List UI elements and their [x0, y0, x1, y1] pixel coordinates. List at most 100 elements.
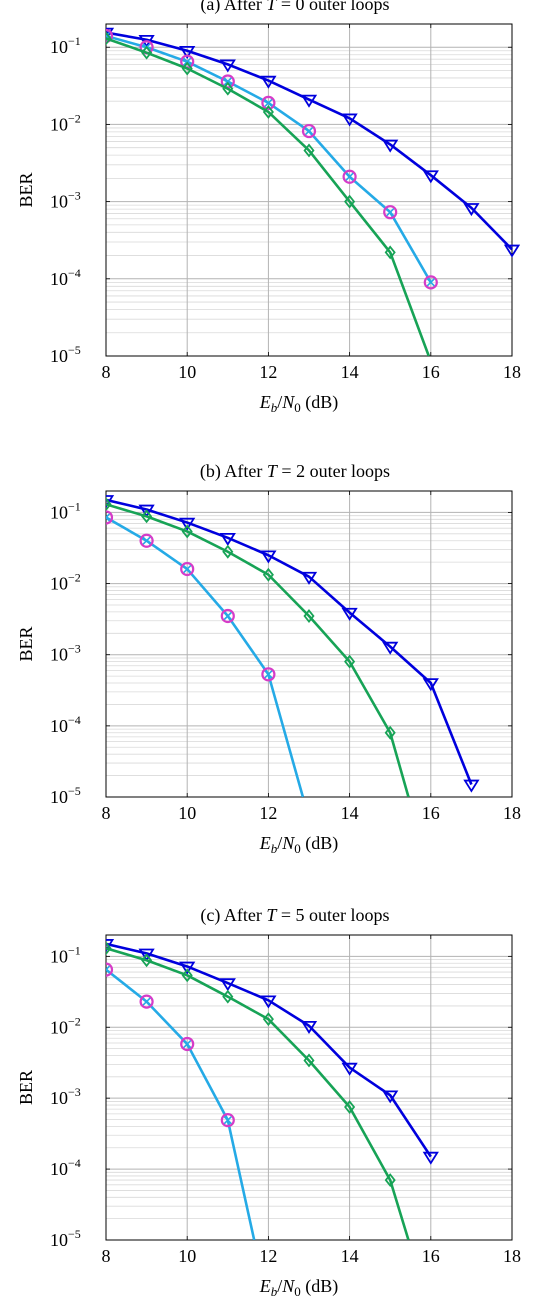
series-line	[106, 947, 410, 1240]
y-tick-base: 10	[50, 574, 68, 594]
series-1	[106, 497, 410, 797]
data-point	[463, 203, 480, 217]
xlabel-unit: (dB)	[301, 1276, 339, 1297]
x-tick-label: 10	[178, 362, 196, 382]
major-grid	[105, 491, 513, 798]
data-point	[384, 1173, 396, 1188]
xlabel-sub-b: b	[271, 841, 278, 856]
data-point	[303, 1053, 315, 1068]
data-point	[382, 1090, 399, 1104]
x-tick-label: 16	[422, 1246, 440, 1266]
data-point-cross	[304, 127, 314, 136]
y-tick-base: 10	[50, 192, 68, 212]
series-2	[106, 31, 430, 356]
series-line	[106, 503, 410, 797]
series-2	[106, 962, 256, 1240]
data-point-cross	[223, 1116, 232, 1125]
y-tick-exponent: −5	[68, 343, 81, 357]
y-tick-exponent: −1	[68, 34, 81, 48]
data-point-ring	[139, 533, 154, 548]
x-tick-label: 10	[178, 1246, 196, 1266]
x-tick-label: 16	[422, 362, 440, 382]
data-point	[303, 609, 315, 623]
title-suffix: = 2 outer loops	[277, 461, 390, 481]
data-point	[344, 654, 356, 669]
data-point	[422, 170, 439, 184]
title-prefix: (a) After	[200, 0, 266, 15]
data-point	[261, 667, 276, 682]
data-point	[261, 95, 276, 111]
data-point-cross	[386, 208, 395, 217]
title-suffix: = 0 outer loops	[276, 0, 389, 14]
y-tick-base: 10	[50, 1230, 68, 1250]
xlabel-e: E	[259, 392, 271, 412]
y-tick-base: 10	[50, 1017, 68, 1037]
data-point	[301, 123, 317, 139]
data-point	[106, 939, 115, 953]
data-point-cross	[106, 968, 111, 974]
y-tick-exponent: −2	[68, 111, 81, 125]
y-axis-label: BER	[16, 1070, 36, 1105]
data-point	[222, 81, 234, 96]
data-point	[300, 571, 318, 585]
series-line	[106, 37, 430, 356]
x-tick-label: 14	[341, 1246, 359, 1266]
y-tick-exponent: −3	[68, 642, 81, 656]
xlabel-sub-0: 0	[294, 400, 301, 415]
data-point	[106, 962, 114, 977]
y-tick-exponent: −4	[68, 1156, 81, 1170]
data-point	[262, 105, 274, 119]
y-tick-base: 10	[50, 787, 68, 807]
y-tick-base: 10	[50, 269, 68, 289]
xlabel-sub-b: b	[271, 400, 278, 415]
data-point	[463, 779, 480, 793]
data-point	[106, 495, 115, 509]
data-point	[179, 961, 196, 975]
minor-grid	[106, 934, 512, 1220]
y-tick-label: 10−3	[50, 642, 81, 665]
data-point-ring	[220, 608, 235, 624]
series-1	[106, 941, 410, 1240]
data-point	[181, 968, 193, 983]
series-2	[106, 510, 305, 797]
y-tick-exponent: −5	[68, 1227, 81, 1241]
data-point	[138, 504, 155, 518]
data-point	[300, 94, 318, 108]
y-tick-exponent: −3	[68, 189, 81, 203]
data-point-ring	[220, 1113, 235, 1128]
data-point-cross	[264, 98, 273, 107]
data-point	[382, 641, 399, 655]
minor-grid	[106, 490, 512, 776]
minor-grid	[106, 23, 512, 334]
data-point-cross	[106, 965, 111, 971]
y-tick-exponent: −3	[68, 1085, 81, 1099]
plot-frame	[105, 934, 513, 1241]
data-point	[422, 1151, 439, 1165]
x-tick-label: 12	[259, 1246, 277, 1266]
xlabel-n: N	[281, 1276, 295, 1296]
data-point-ring	[383, 205, 398, 220]
x-axis-label: Eb/N0 (dB)	[259, 1276, 339, 1299]
data-point-cross	[106, 516, 111, 522]
title-prefix: (b) After	[200, 461, 267, 482]
x-tick-label: 18	[503, 803, 521, 823]
series-line	[106, 516, 305, 797]
y-tick-exponent: −5	[68, 784, 81, 798]
data-point	[222, 989, 234, 1004]
x-tick-label: 18	[503, 1246, 521, 1266]
data-point-cross	[183, 564, 192, 574]
y-tick-label: 10−4	[50, 266, 81, 289]
data-point-cross	[106, 513, 111, 519]
y-tick-label: 10−5	[50, 343, 81, 366]
data-point	[422, 678, 439, 692]
data-point-ring	[106, 962, 114, 977]
y-tick-base: 10	[50, 502, 68, 522]
y-tick-label: 10−1	[50, 499, 81, 522]
y-tick-label: 10−4	[50, 713, 81, 736]
data-point	[141, 953, 153, 968]
data-point	[106, 510, 114, 525]
data-point-cross	[345, 172, 354, 181]
data-point	[341, 1062, 358, 1076]
y-tick-base: 10	[50, 37, 68, 57]
data-point-cross	[223, 77, 232, 86]
